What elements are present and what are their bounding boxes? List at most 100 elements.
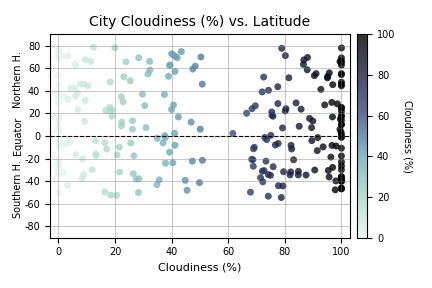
Point — [308, 138, 315, 143]
Point — [275, 183, 282, 188]
Point — [55, 171, 62, 175]
Point — [290, 158, 297, 162]
Point — [55, 128, 62, 132]
Point — [248, 157, 255, 162]
Point — [108, 193, 114, 197]
Point — [309, 119, 316, 123]
Point — [55, 95, 62, 99]
Point — [327, 155, 334, 159]
Point — [304, 55, 311, 60]
Point — [259, 169, 266, 173]
Point — [270, 164, 276, 169]
Point — [189, 67, 196, 71]
Point — [172, 54, 178, 59]
Point — [282, 109, 289, 113]
Point — [87, 59, 94, 64]
Point — [71, 86, 78, 90]
Point — [64, 183, 71, 187]
Point — [55, 56, 62, 61]
Point — [127, 141, 134, 145]
Point — [270, 114, 276, 118]
Point — [250, 147, 257, 151]
Point — [89, 167, 96, 172]
Point — [58, 54, 65, 59]
Point — [79, 157, 86, 161]
Point — [74, 90, 81, 95]
Point — [175, 115, 182, 119]
Point — [282, 53, 289, 58]
Point — [329, 143, 336, 148]
Point — [338, 178, 345, 182]
Point — [338, 106, 345, 110]
Point — [338, 113, 345, 118]
Point — [334, 102, 341, 106]
Point — [55, 171, 62, 175]
Point — [338, 164, 345, 168]
Point — [280, 169, 287, 174]
Point — [55, 116, 62, 120]
Point — [338, 72, 345, 77]
Point — [249, 157, 256, 162]
Point — [121, 75, 127, 79]
Point — [60, 94, 67, 99]
Point — [77, 82, 84, 86]
Point — [265, 194, 272, 198]
Point — [103, 147, 110, 151]
Point — [252, 103, 259, 108]
Text: Equator: Equator — [13, 117, 23, 155]
Point — [247, 190, 254, 194]
Point — [55, 140, 62, 144]
Point — [337, 59, 343, 64]
Point — [129, 118, 136, 123]
Point — [338, 115, 345, 119]
Point — [338, 175, 345, 179]
Point — [318, 87, 324, 92]
Point — [145, 72, 152, 76]
Point — [338, 179, 345, 183]
Point — [178, 49, 185, 54]
Point — [328, 100, 335, 105]
Point — [55, 191, 62, 195]
Point — [197, 127, 204, 131]
Point — [166, 63, 173, 68]
Point — [287, 170, 294, 174]
Point — [182, 178, 189, 183]
Point — [338, 174, 345, 179]
Point — [55, 53, 62, 57]
Point — [263, 159, 270, 164]
Point — [130, 154, 137, 158]
Point — [196, 180, 203, 185]
Point — [324, 75, 331, 80]
Point — [338, 135, 345, 140]
Point — [187, 120, 194, 124]
Point — [174, 55, 181, 60]
Point — [248, 106, 255, 111]
Point — [292, 101, 299, 105]
Point — [338, 178, 345, 183]
Point — [338, 167, 345, 172]
Point — [81, 119, 88, 124]
Point — [333, 144, 340, 148]
Point — [267, 133, 274, 138]
Point — [72, 62, 79, 67]
Point — [55, 83, 62, 88]
Point — [314, 148, 321, 153]
Point — [250, 164, 257, 168]
Point — [161, 133, 168, 138]
Point — [168, 107, 175, 112]
Point — [161, 92, 168, 97]
Point — [146, 68, 153, 73]
Text: Northern H.: Northern H. — [13, 51, 23, 108]
Point — [332, 187, 339, 192]
Point — [170, 103, 177, 107]
Point — [133, 177, 140, 181]
Point — [189, 159, 196, 164]
Point — [129, 127, 136, 132]
Point — [169, 160, 176, 165]
Point — [274, 101, 281, 106]
Point — [123, 60, 130, 64]
Point — [130, 171, 137, 176]
X-axis label: Cloudiness (%): Cloudiness (%) — [158, 263, 241, 273]
Point — [329, 115, 336, 119]
Point — [314, 135, 321, 140]
